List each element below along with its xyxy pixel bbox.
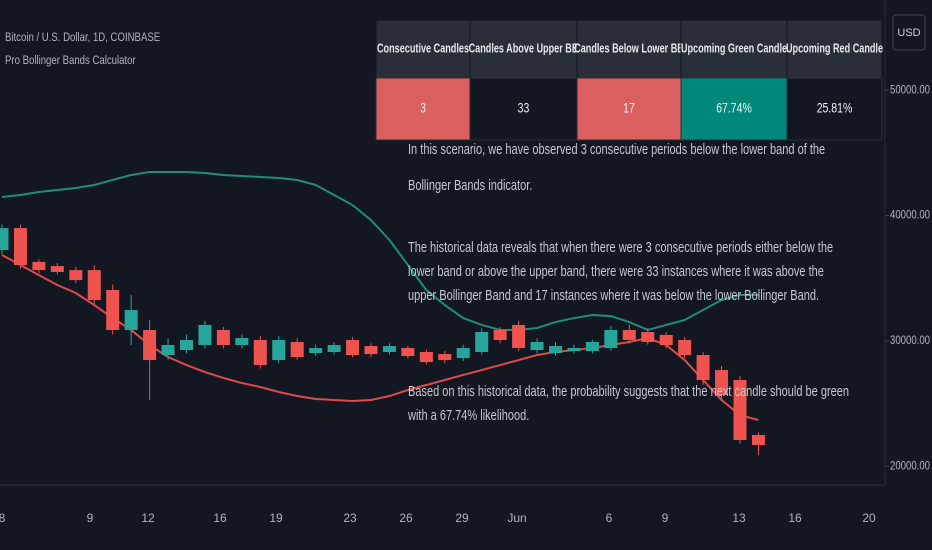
header-label: Candles Above Upper BB [469,42,579,56]
candle-body [235,337,249,346]
candle-body [493,329,507,341]
symbol-title: Bitcoin / U.S. Dollar, 1D, COINBASE [5,31,160,44]
x-tick-label: 29 [455,511,469,525]
candle-body [567,348,581,352]
candle-body [87,270,101,301]
candle-body [106,289,120,330]
candle-body [733,379,747,441]
value-label: 17 [623,100,635,116]
header-label: Consecutive Candles [377,42,469,56]
value-label: 33 [518,100,530,116]
x-tick-label: 8 [0,511,6,525]
value-label: 25.81% [817,100,853,116]
x-tick-label: Jun [507,511,526,525]
value-label: 3 [420,100,426,116]
y-tick-label: 20000.00 [890,459,930,472]
candle-body [604,329,618,349]
candle-body [678,340,692,356]
candle-body [715,370,729,396]
candle-body [69,270,83,281]
candle-body [253,340,267,366]
y-axis-unit: USD [897,27,920,39]
note-line: In this scenario, we have observed 3 con… [408,140,825,157]
note-line: lower band or above the upper band, ther… [408,262,824,279]
candle-body [401,348,415,357]
y-tick-label: 40000.00 [890,209,930,222]
candle-body [0,228,9,251]
candle-body [272,340,286,361]
candle-body [751,434,765,446]
y-tick-label: 30000.00 [890,334,930,347]
candle-body [438,354,452,361]
candle-body [50,266,64,272]
value-cell [576,77,682,141]
x-tick-label: 9 [662,511,669,525]
x-tick-label: 13 [732,511,746,525]
candle-body [512,324,526,349]
currency-box[interactable] [892,14,926,51]
y-tick-label: 50000.00 [890,83,930,96]
candle-body [13,228,27,266]
x-tick-label: 16 [788,511,802,525]
x-tick-label: 12 [141,511,155,525]
plot-area [0,170,765,455]
value-cell [786,77,883,141]
value-cell [680,77,788,141]
candle-body [419,352,433,363]
x-tick-label: 19 [269,511,283,525]
note-line: The historical data reveals that when th… [408,238,833,255]
x-tick-label: 16 [213,511,227,525]
x-tick-label: 26 [399,511,413,525]
candle-body [216,329,230,346]
x-tick-label: 23 [343,511,357,525]
candle-body [290,342,304,358]
header-label: Upcoming Green Candle [681,42,787,56]
candle-body [309,348,323,354]
band-line [1,170,759,332]
indicator-title: Pro Bollinger Bands Calculator [5,54,136,67]
candle-body [475,331,489,353]
note-line: Bollinger Bands indicator. [408,176,532,193]
candle-body [549,346,562,354]
candle-body [143,329,157,361]
candle-body [198,324,212,346]
candle-body [659,334,673,346]
value-label: 67.74% [716,100,752,116]
candle-body [696,355,710,380]
candle-body [346,340,360,356]
candle-body [641,331,655,343]
candle-body [364,346,378,355]
candle-body [327,345,341,353]
candle-body [32,261,46,271]
header-cell [576,19,682,79]
candle-body [180,340,193,351]
value-cell [469,77,578,141]
header-label: Candles Below Lower BB [574,42,684,56]
x-tick-label: 6 [606,511,613,525]
header-label: Upcoming Red Candle [786,42,883,56]
header-cell [680,19,788,79]
candle-body [456,348,470,359]
candle-body [161,345,175,356]
candle-body [530,342,544,351]
notes: In this scenario, we have observed 3 con… [407,140,849,423]
x-tick-label: 20 [862,511,876,525]
candle-body [382,346,396,353]
candle-body [622,329,636,341]
x-tick-label: 9 [87,511,94,525]
header-cell [375,19,471,79]
stats-table: Consecutive Candles Candles Above Upper B… [375,19,883,141]
candle-body [585,342,599,352]
candle-body [124,310,138,330]
note-line: with a 67.74% likelihood. [407,406,529,423]
note-line: upper Bollinger Band and 17 instances wh… [408,286,819,303]
note-line: Based on this historical data, the proba… [408,382,849,399]
